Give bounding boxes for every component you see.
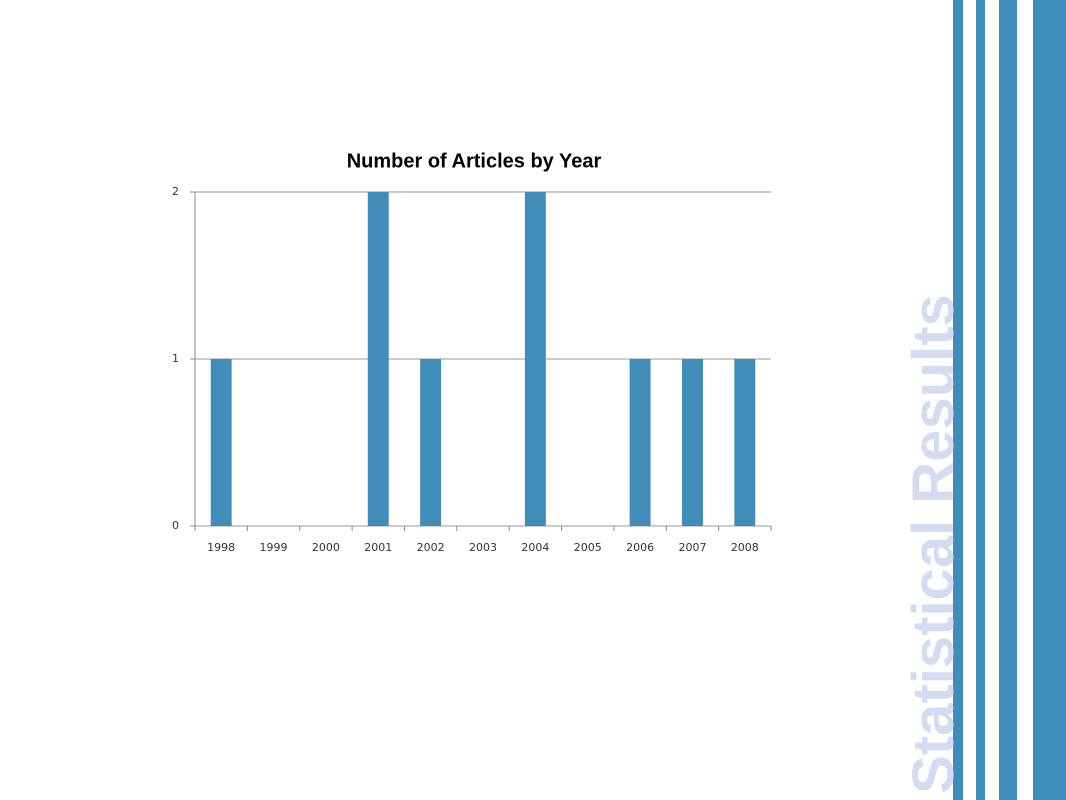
y-tick-label: 1 (172, 352, 179, 365)
x-tick-label: 2007 (678, 541, 706, 554)
stripe (1033, 0, 1066, 800)
bar (524, 192, 546, 526)
stripe (953, 0, 963, 800)
x-tick-label: 2002 (417, 541, 445, 554)
x-tick-label: 2005 (574, 541, 602, 554)
x-tick-label: 1998 (207, 541, 235, 554)
x-tick-label: 2008 (731, 541, 759, 554)
y-tick-label: 0 (172, 519, 179, 532)
x-tick-label: 2003 (469, 541, 497, 554)
bar (734, 359, 756, 526)
x-tick-label: 2000 (312, 541, 340, 554)
bar (420, 359, 442, 526)
bar (629, 359, 651, 526)
x-tick-label: 2006 (626, 541, 654, 554)
bar (681, 359, 703, 526)
y-tick-label: 2 (172, 185, 179, 198)
bar (367, 192, 389, 526)
bar (210, 359, 232, 526)
chart-title: Number of Articles by Year (347, 150, 602, 172)
x-tick-label: 2001 (364, 541, 392, 554)
x-tick-label: 2004 (521, 541, 549, 554)
x-tick-label: 1999 (260, 541, 288, 554)
stripe (976, 0, 985, 800)
stripe (999, 0, 1017, 800)
slide-title: Statistical Results (901, 294, 966, 794)
